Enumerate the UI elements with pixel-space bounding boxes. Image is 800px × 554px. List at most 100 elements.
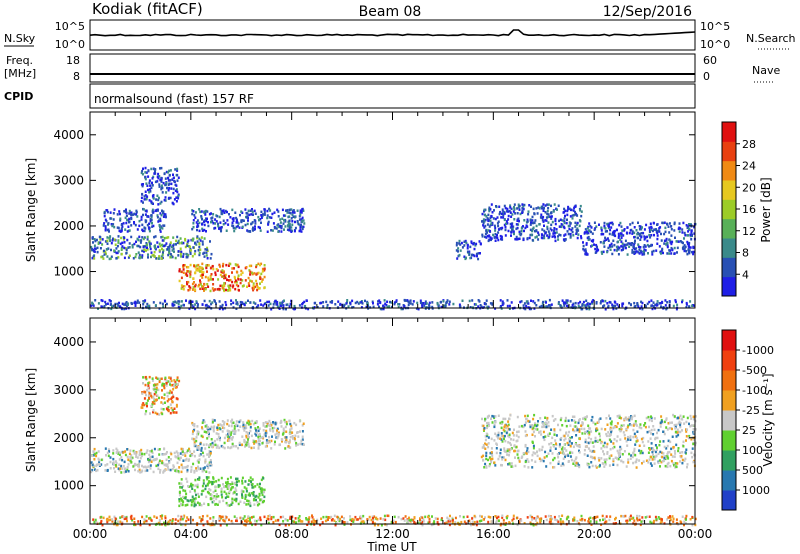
echo-pixel [165, 458, 168, 461]
echo-pixel [641, 440, 644, 444]
echo-pixel [263, 286, 266, 290]
echo-pixel [141, 406, 144, 409]
echo-pixel [116, 244, 119, 248]
echo-pixel [160, 187, 163, 191]
echo-pixel [526, 458, 529, 461]
noise-right-tick-high: 10^5 [700, 20, 730, 33]
echo-pixel [119, 242, 122, 246]
echo-pixel [501, 302, 504, 305]
echo-pixel [514, 464, 517, 468]
echo-pixel [532, 300, 535, 303]
echo-pixel [516, 430, 518, 434]
echo-pixel [282, 214, 285, 217]
echo-pixel [513, 206, 515, 209]
echo-pixel [516, 415, 519, 419]
echo-pixel [533, 212, 536, 215]
echo-pixel [118, 229, 121, 233]
echo-pixel [245, 490, 248, 493]
echo-pixel [151, 225, 154, 228]
echo-pixel [144, 245, 147, 248]
echo-pixel [608, 414, 610, 417]
echo-pixel [121, 521, 124, 524]
echo-pixel [648, 245, 650, 248]
echo-pixel [664, 304, 667, 307]
echo-pixel [184, 504, 187, 507]
echo-pixel [153, 447, 156, 451]
echo-pixel [277, 434, 280, 438]
echo-pixel [634, 460, 637, 464]
echo-pixel [145, 171, 148, 174]
echo-pixel [616, 463, 619, 467]
echo-pixel [517, 435, 520, 439]
echo-pixel [157, 463, 160, 467]
echo-pixel [238, 289, 240, 292]
echo-pixel [551, 414, 554, 418]
echo-pixel [667, 457, 670, 460]
noise-left-tick-low: 10^0 [55, 38, 85, 51]
echo-pixel [554, 447, 557, 450]
echo-pixel [265, 425, 268, 428]
echo-pixel [257, 435, 260, 439]
echo-pixel [161, 461, 164, 465]
echo-pixel [508, 453, 510, 457]
echo-pixel [257, 262, 260, 266]
echo-pixel [547, 206, 550, 210]
echo-pixel [487, 445, 490, 449]
echo-pixel [176, 376, 179, 379]
echo-pixel [631, 248, 634, 252]
echo-pixel [510, 207, 513, 211]
echo-pixel [290, 427, 293, 430]
echo-pixel [484, 462, 487, 466]
echo-pixel [201, 227, 204, 231]
echo-pixel [411, 303, 414, 306]
echo-pixel [650, 304, 653, 307]
echo-pixel [550, 229, 553, 232]
echo-pixel [646, 239, 649, 243]
echo-pixel [550, 303, 553, 306]
echo-pixel [619, 426, 622, 429]
echo-pixel [180, 300, 183, 303]
echo-pixel [574, 457, 577, 461]
echo-pixel [207, 425, 210, 429]
echo-pixel [260, 303, 263, 306]
echo-pixel [574, 221, 577, 225]
echo-pixel [161, 253, 164, 256]
echo-pixel [298, 215, 301, 218]
echo-pixel [619, 221, 622, 225]
echo-pixel [246, 499, 249, 502]
echo-pixel [650, 415, 652, 418]
echo-pixel [152, 410, 154, 414]
echo-pixel [656, 242, 659, 245]
echo-pixel [608, 232, 611, 236]
echo-pixel [587, 231, 590, 235]
echo-pixel [209, 459, 212, 462]
echo-pixel [585, 252, 588, 255]
echo-pixel [196, 236, 199, 240]
echo-pixel [640, 437, 643, 441]
echo-pixel [299, 430, 301, 433]
echo-pixel [595, 427, 598, 430]
echo-pixel [636, 430, 639, 433]
echo-pixel [636, 439, 639, 442]
echo-pixel [285, 422, 288, 426]
echo-pixel [196, 483, 199, 487]
echo-pixel [247, 419, 250, 423]
echo-pixel [633, 243, 636, 246]
echo-pixel [158, 518, 161, 522]
echo-pixel [566, 230, 569, 233]
echo-pixel [349, 515, 352, 518]
echo-pixel [459, 243, 462, 246]
echo-pixel [92, 304, 95, 307]
echo-pixel [178, 500, 181, 503]
echo-pixel [94, 468, 96, 471]
echo-pixel [611, 446, 614, 450]
echo-pixel [165, 407, 168, 411]
echo-pixel [240, 491, 243, 494]
echo-pixel [100, 299, 103, 302]
echo-pixel [228, 518, 230, 522]
echo-pixel [486, 305, 489, 309]
echo-pixel [150, 218, 153, 222]
echo-pixel [606, 222, 609, 226]
echo-pixel [191, 437, 194, 440]
echo-pixel [622, 424, 625, 427]
